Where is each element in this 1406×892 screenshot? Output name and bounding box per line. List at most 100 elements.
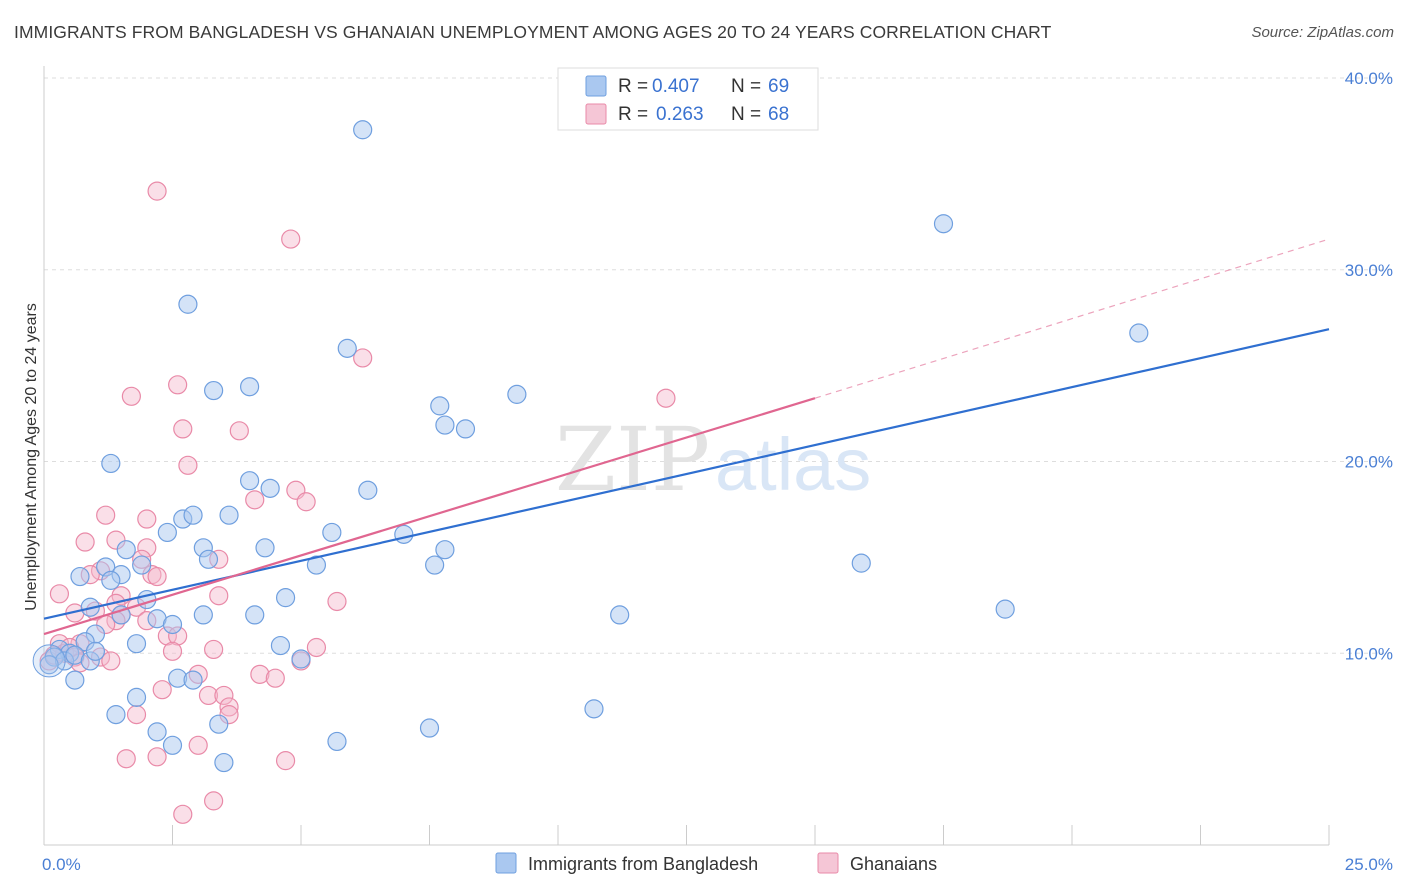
legend-pink-r-value: 0.263 <box>656 104 704 125</box>
grid-lines <box>44 77 1392 654</box>
bottom-legend-swatch-blue <box>495 852 517 874</box>
ghanaians-point <box>353 348 373 368</box>
ghanaians-point <box>147 747 167 767</box>
ghanaians-point <box>214 685 234 706</box>
bottom-legend: Immigrants from Bangladesh Ghanaians <box>495 852 937 874</box>
bangladesh-point <box>435 415 455 435</box>
ghanaians-point <box>656 388 676 408</box>
bangladesh-point <box>65 670 85 690</box>
ghanaians-point <box>178 455 198 475</box>
y-tick-label-3: 40.0% <box>1345 69 1393 88</box>
ghanaians-point <box>327 591 347 612</box>
bangladesh-point <box>219 505 239 525</box>
bangladesh-point <box>995 599 1015 619</box>
bangladesh-point <box>101 453 121 474</box>
bottom-legend-swatch-pink <box>817 852 839 874</box>
bangladesh-point <box>126 634 147 654</box>
ghanaians-point <box>209 586 229 606</box>
bangladesh-point <box>327 731 347 752</box>
ghanaians-point <box>116 749 136 769</box>
bangladesh-point <box>162 614 183 635</box>
bangladesh-point <box>507 384 527 404</box>
ghanaians-point <box>173 804 193 824</box>
ghanaians-trend-extension <box>814 238 1330 399</box>
bangladesh-point <box>116 540 136 560</box>
ghanaians-point <box>173 419 193 439</box>
ghanaians-point <box>204 791 224 811</box>
bangladesh-point <box>358 480 378 500</box>
bangladesh-point <box>162 735 183 755</box>
ghanaians-point <box>219 697 239 717</box>
bangladesh-point <box>39 655 59 675</box>
tick-labels: 10.0% 20.0% 30.0% 40.0% 0.0% 25.0% <box>42 69 1393 874</box>
chart-title: IMMIGRANTS FROM BANGLADESH VS GHANAIAN U… <box>14 22 1052 42</box>
ghanaians-point <box>229 421 249 441</box>
ghanaians-point <box>49 584 70 604</box>
bangladesh-point <box>337 338 357 358</box>
bangladesh-point <box>584 699 604 719</box>
ghanaians-point <box>137 509 157 529</box>
ghanaians-point <box>198 685 219 706</box>
bangladesh-point <box>322 522 342 543</box>
bangladesh-point <box>209 714 229 734</box>
legend-pink-n-value: 68 <box>768 104 789 125</box>
ghanaians-point <box>96 505 116 525</box>
ghanaians-point <box>101 651 121 671</box>
ghanaians-point <box>281 229 301 249</box>
bottom-legend-blue-label: Immigrants from Bangladesh <box>528 854 758 874</box>
bangladesh-point <box>425 555 445 575</box>
bangladesh-point <box>157 522 177 543</box>
ghanaians-point <box>265 668 285 688</box>
y-tick-label-2: 30.0% <box>1345 261 1393 280</box>
legend-pink-n-label: N = <box>731 104 761 125</box>
ghanaians-point <box>188 735 208 755</box>
ghanaians-point <box>204 639 224 660</box>
y-tick-label-0: 10.0% <box>1345 644 1393 663</box>
bangladesh-point <box>353 120 373 140</box>
bangladesh-point <box>198 549 219 569</box>
y-tick-label-1: 20.0% <box>1345 453 1393 472</box>
source-credit: Source: ZipAtlas.com <box>1251 24 1394 41</box>
bangladesh-point <box>132 555 152 575</box>
bangladesh-point <box>85 641 106 661</box>
axes <box>43 66 1330 846</box>
bangladesh-point <box>178 294 198 314</box>
bangladesh-point <box>193 605 213 625</box>
legend-blue-r-value: 0.407 <box>652 76 700 97</box>
bangladesh-point <box>419 718 440 738</box>
bangladesh-point <box>275 588 296 608</box>
ghanaians-point <box>168 375 188 395</box>
bangladesh-trend-line <box>43 328 1330 620</box>
bangladesh-point <box>430 396 450 416</box>
bangladesh-point <box>260 478 280 498</box>
bangladesh-point <box>101 570 121 590</box>
bangladesh-point <box>455 419 476 439</box>
ghanaians-point <box>250 664 270 684</box>
bangladesh-point <box>270 635 291 656</box>
ghanaians-point <box>296 492 316 512</box>
bottom-legend-pink-label: Ghanaians <box>850 854 937 874</box>
bangladesh-point <box>240 377 260 397</box>
ghanaians-point <box>121 386 141 406</box>
bangladesh-point <box>851 553 871 573</box>
bangladesh-points <box>32 120 1149 773</box>
x-tick-label-1: 25.0% <box>1345 855 1393 874</box>
bangladesh-point <box>610 605 630 625</box>
ghanaians-point <box>137 538 157 558</box>
legend-swatch-blue <box>585 75 607 97</box>
bangladesh-point <box>204 380 224 401</box>
bangladesh-point <box>106 705 126 725</box>
bangladesh-point <box>255 538 275 558</box>
ghanaians-point <box>152 680 172 700</box>
legend-box: R = 0.407 N = 69 R = 0.263 N = 68 <box>557 67 819 131</box>
bangladesh-point <box>394 524 414 544</box>
bangladesh-point <box>126 687 147 707</box>
watermark-atlas: atlas <box>715 423 871 506</box>
bangladesh-point <box>1129 323 1149 343</box>
x-tick-label-0: 0.0% <box>42 855 81 874</box>
ghanaians-point <box>306 637 327 658</box>
bangladesh-point <box>306 555 327 575</box>
legend-blue-n-label: N = <box>731 76 761 97</box>
trend-lines <box>43 238 1330 636</box>
